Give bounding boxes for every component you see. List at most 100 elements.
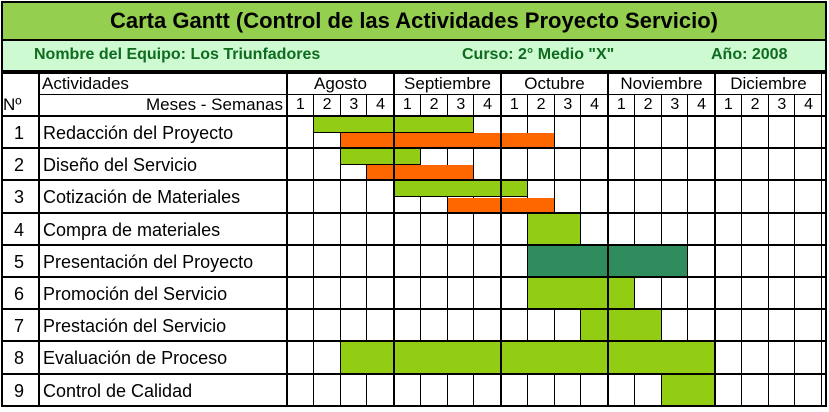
row-divider <box>2 147 827 150</box>
week-slot <box>287 117 314 150</box>
week-label: 2 <box>536 96 546 113</box>
week-slot <box>795 310 822 343</box>
week-slot <box>688 245 715 278</box>
activity-name-cell <box>39 117 287 150</box>
activity-name-cell <box>39 342 287 375</box>
week-slot <box>768 181 796 214</box>
week-slot <box>661 149 689 182</box>
week-slot <box>715 149 742 182</box>
week-slot <box>447 245 475 278</box>
row-number-cell <box>2 213 39 246</box>
week-label: 4 <box>804 96 814 113</box>
week-slot <box>554 310 582 343</box>
week-slot <box>741 374 769 407</box>
week-slot <box>501 213 528 246</box>
project-info-bar: Nombre del Equipo: Los Triunfadores Curs… <box>1 41 827 72</box>
week-slot <box>581 117 608 150</box>
week-slot <box>688 310 715 343</box>
team-name: Nombre del Equipo: Los Triunfadores <box>34 46 321 63</box>
row-divider <box>2 179 827 182</box>
activity-number: 3 <box>14 187 25 208</box>
week-slot <box>287 342 314 375</box>
week-slot <box>741 117 769 150</box>
week-slot <box>768 245 796 278</box>
week-slot <box>634 278 662 311</box>
week-label: 3 <box>670 96 680 113</box>
row-number-cell <box>2 342 39 375</box>
week-slot <box>420 278 448 311</box>
month-label: Octubre <box>524 74 585 93</box>
activity-number: 9 <box>14 380 25 401</box>
week-slot <box>313 278 341 311</box>
week-slot <box>313 310 341 343</box>
week-slot <box>768 278 796 311</box>
activity-number: 2 <box>14 155 25 176</box>
week-slot <box>795 149 822 182</box>
week-slot <box>741 310 769 343</box>
activity-number: 6 <box>14 284 25 304</box>
activity-name: Prestación del Servicio <box>43 316 227 337</box>
week-slot <box>581 213 608 246</box>
week-label: 2 <box>322 96 332 113</box>
activity-number: 1 <box>14 123 25 143</box>
week-slot <box>688 213 715 246</box>
row-divider <box>2 243 827 246</box>
week-slot <box>394 245 421 278</box>
week-slot <box>661 278 689 311</box>
week-slot <box>340 181 368 214</box>
chart-title-text: Carta Gantt (Control de las Actividades … <box>109 8 718 33</box>
activity-name: Presentación del Proyecto <box>43 251 254 272</box>
week-slot <box>715 310 742 343</box>
week-slot <box>447 374 475 407</box>
week-slot <box>608 374 635 407</box>
week-slot <box>420 310 448 343</box>
row-divider <box>2 276 827 278</box>
week-slot <box>367 181 394 214</box>
week-slot <box>768 213 796 246</box>
week-slot <box>501 149 528 182</box>
week-slot <box>420 213 448 246</box>
week-slot <box>661 310 689 343</box>
gantt-bar-green <box>340 342 715 375</box>
week-slot <box>715 374 742 407</box>
week-slot <box>447 278 475 311</box>
week-slot <box>795 278 822 311</box>
week-slot <box>287 181 314 214</box>
month-cell <box>715 73 822 95</box>
activity-number: 8 <box>14 348 25 369</box>
week-slot <box>340 374 368 407</box>
week-slot <box>287 245 314 278</box>
activity-name-cell <box>39 310 287 343</box>
week-slot <box>367 213 394 246</box>
week-slot <box>367 310 394 343</box>
week-slot <box>420 245 448 278</box>
chart-title: Carta Gantt (Control de las Actividades … <box>1 1 827 41</box>
activity-number: 5 <box>14 251 25 272</box>
week-label: 1 <box>616 96 626 113</box>
week-slot <box>715 278 742 311</box>
activity-name-cell <box>39 149 287 182</box>
month-divider <box>607 73 609 407</box>
week-slot <box>741 278 769 311</box>
week-slot <box>768 117 796 150</box>
week-slot <box>608 213 635 246</box>
activities-header: Actividades <box>42 74 129 93</box>
row-number-cell <box>2 374 39 407</box>
month-divider <box>500 73 502 407</box>
week-label: 2 <box>750 96 760 113</box>
month-label: Agosto <box>314 74 367 93</box>
gantt-bar-green <box>527 278 635 311</box>
week-slot <box>554 181 582 214</box>
row-divider <box>2 404 827 407</box>
week-slot <box>501 245 528 278</box>
week-slot <box>313 342 341 375</box>
week-slot <box>581 149 608 182</box>
gantt-bar-green <box>394 181 528 198</box>
week-slot <box>554 374 582 407</box>
week-slot <box>313 149 341 182</box>
activity-name: Promoción del Servicio <box>43 284 228 304</box>
activity-name: Redacción del Proyecto <box>43 123 234 143</box>
week-slot <box>688 278 715 311</box>
gantt-bar-green <box>581 310 662 343</box>
row-divider <box>2 308 827 311</box>
